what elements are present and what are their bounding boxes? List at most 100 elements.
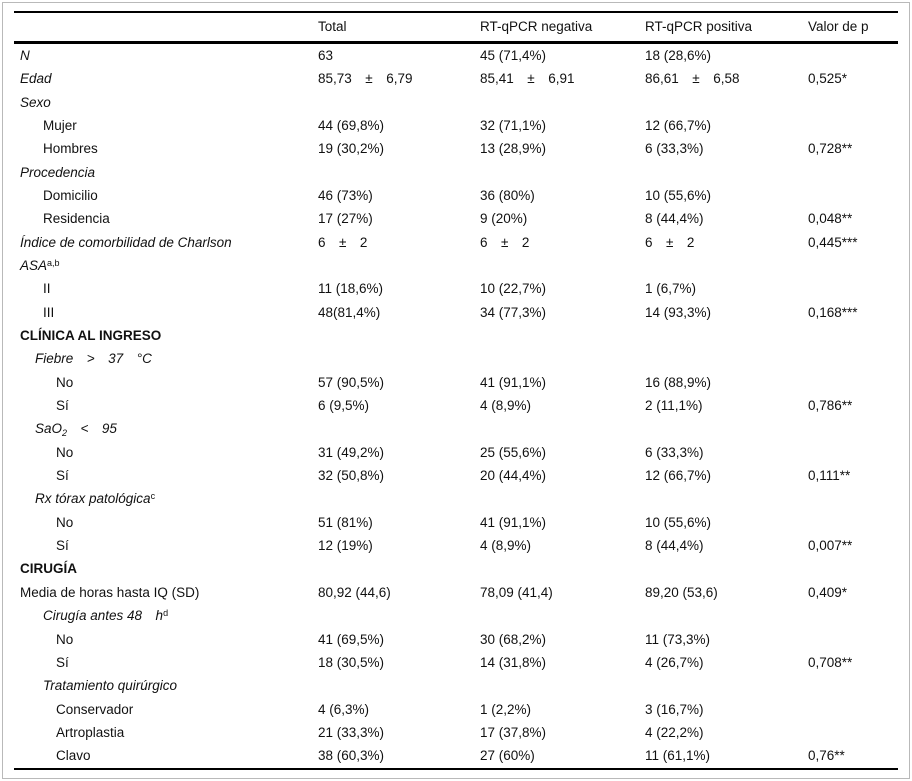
cell-rtqpcr-positiva: 6 (33,3%) <box>645 141 704 157</box>
table-header-row: Total RT-qPCR negativa RT-qPCR positiva Val… <box>14 11 898 44</box>
cell-p-value: 0,007** <box>808 538 853 554</box>
row-label-text: Artroplastia <box>56 724 125 740</box>
row-label-text: Rx tórax patológica <box>35 491 151 507</box>
row-label-text: N <box>20 47 30 63</box>
table-row: Clavo 38 (60,3%) 27 (60%) 11 (61,1%) 0,76** <box>14 744 898 767</box>
row-label-text: III <box>43 304 55 320</box>
cell-total: 6 ± 2 <box>318 234 368 250</box>
cell-rtqpcr-positiva: 6 ± 2 <box>645 234 695 250</box>
table-row: III 48(81,4%) 34 (77,3%) 14 (93,3%) 0,168*** <box>14 301 898 324</box>
cell-rtqpcr-positiva: 8 (44,4%) <box>645 538 704 554</box>
cell-rtqpcr-positiva: 6 (33,3%) <box>645 444 704 460</box>
cell-p-value: 0,168*** <box>808 304 858 320</box>
table-row: Artroplastia 21 (33,3%) 17 (37,8%) 4 (22,2%… <box>14 721 898 744</box>
row-label: Clavo <box>14 749 312 763</box>
row-label: III <box>14 304 312 320</box>
row-label-text: Sexo <box>20 94 51 110</box>
row-label: No <box>14 374 312 390</box>
cell-rtqpcr-positiva: 8 (44,4%) <box>645 211 704 227</box>
row-label: Edad <box>14 72 312 86</box>
cell-rtqpcr-positiva: 1 (6,7%) <box>645 281 697 297</box>
cell-rtqpcr-negativa: 30 (68,2%) <box>480 631 547 647</box>
cell-total: 17 (27%) <box>318 211 373 227</box>
cell-total: 57 (90,5%) <box>318 374 385 390</box>
row-label: Media de horas hasta IQ (SD) <box>14 586 312 600</box>
row-label: Domicilio <box>14 189 312 203</box>
cell-total: 80,92 (44,6) <box>318 584 391 600</box>
cell-rtqpcr-negativa: 27 (60%) <box>480 748 535 764</box>
row-label-text: No <box>56 444 74 460</box>
table-row: Hombres 19 (30,2%) 13 (28,9%) 6 (33,3%) 0,72… <box>14 137 898 160</box>
cell-rtqpcr-positiva: 16 (88,9%) <box>645 374 712 390</box>
cell-total: 21 (33,3%) <box>318 724 385 740</box>
row-label-text: Clavo <box>56 748 91 764</box>
cell-rtqpcr-positiva: 4 (22,2%) <box>645 724 704 740</box>
row-label: Rx tórax patológicac <box>14 492 312 506</box>
row-label: ASAa,b <box>14 259 312 273</box>
cell-rtqpcr-negativa: 25 (55,6%) <box>480 444 547 460</box>
table-row: Cirugía antes 48 hd <box>14 604 898 627</box>
table-row: Rx tórax patológicac <box>14 488 898 511</box>
row-label-text: Sí <box>56 654 69 670</box>
row-label: No <box>14 516 312 530</box>
cell-rtqpcr-positiva: 2 (11,1%) <box>645 398 703 414</box>
cell-total: 6 (9,5%) <box>318 398 370 414</box>
row-label-text: CIRUGÍA <box>20 561 77 577</box>
row-label: Artroplastia <box>14 726 312 740</box>
cell-p-value: 0,728** <box>808 141 853 157</box>
cell-rtqpcr-positiva: 86,61 ± 6,58 <box>645 71 740 87</box>
cell-p-value: 0,525* <box>808 71 848 87</box>
column-header: RT-qPCR negativa <box>480 19 593 35</box>
cell-rtqpcr-negativa: 17 (37,8%) <box>480 724 547 740</box>
row-label-subscript: 2 <box>62 428 68 439</box>
cell-rtqpcr-negativa: 32 (71,1%) <box>480 117 547 133</box>
cell-rtqpcr-negativa: 14 (31,8%) <box>480 654 547 670</box>
row-label: Sí <box>14 469 312 483</box>
cell-rtqpcr-positiva: 3 (16,7%) <box>645 701 704 717</box>
table-row: Conservador 4 (6,3%) 1 (2,2%) 3 (16,7%) <box>14 698 898 721</box>
cell-rtqpcr-positiva: 14 (93,3%) <box>645 304 712 320</box>
table-row: Sí 12 (19%) 4 (8,9%) 8 (44,4%) 0,007** <box>14 534 898 557</box>
table-row: No 51 (81%) 41 (91,1%) 10 (55,6%) <box>14 511 898 534</box>
column-header: Valor de p <box>808 19 869 35</box>
row-label-superscript: d <box>163 608 169 619</box>
cell-rtqpcr-positiva: 11 (61,1%) <box>645 748 711 764</box>
cell-rtqpcr-negativa: 85,41 ± 6,91 <box>480 71 575 87</box>
cell-rtqpcr-negativa: 9 (20%) <box>480 211 528 227</box>
row-label-text: Procedencia <box>20 164 96 180</box>
column-header: Total <box>318 19 347 35</box>
table-row: CLÍNICA AL INGRESO <box>14 324 898 347</box>
row-label: CLÍNICA AL INGRESO <box>14 329 312 343</box>
cell-rtqpcr-negativa: 41 (91,1%) <box>480 374 547 390</box>
table-row: Sexo <box>14 91 898 114</box>
cell-rtqpcr-negativa: 1 (2,2%) <box>480 701 532 717</box>
row-label: CIRUGÍA <box>14 562 312 576</box>
cell-rtqpcr-negativa: 45 (71,4%) <box>480 47 547 63</box>
cell-rtqpcr-positiva: 4 (26,7%) <box>645 654 704 670</box>
cell-total: 41 (69,5%) <box>318 631 385 647</box>
table-row: Domicilio 46 (73%) 36 (80%) 10 (55,6%) <box>14 184 898 207</box>
column-header: RT-qPCR positiva <box>645 19 753 35</box>
cell-total: 32 (50,8%) <box>318 468 385 484</box>
row-label: Sí <box>14 656 312 670</box>
row-label: Mujer <box>14 119 312 133</box>
cell-total: 48(81,4%) <box>318 304 381 320</box>
table-row: Procedencia <box>14 161 898 184</box>
cell-rtqpcr-negativa: 6 ± 2 <box>480 234 530 250</box>
row-label: Residencia <box>14 212 312 226</box>
row-label-text: Tratamiento quirúrgico <box>43 678 178 694</box>
cell-total: 18 (30,5%) <box>318 654 385 670</box>
cell-total: 31 (49,2%) <box>318 444 385 460</box>
row-label-text: Residencia <box>43 211 110 227</box>
row-label-text: Conservador <box>56 701 134 717</box>
row-label-text: No <box>56 374 74 390</box>
row-label-text: II <box>43 281 51 297</box>
cell-rtqpcr-positiva: 10 (55,6%) <box>645 514 712 530</box>
cell-p-value: 0,048** <box>808 211 853 227</box>
cell-rtqpcr-positiva: 12 (66,7%) <box>645 468 712 484</box>
row-label-text: SaO <box>35 421 63 437</box>
cell-p-value: 0,786** <box>808 398 853 414</box>
table-row: II 11 (18,6%) 10 (22,7%) 1 (6,7%) <box>14 277 898 300</box>
